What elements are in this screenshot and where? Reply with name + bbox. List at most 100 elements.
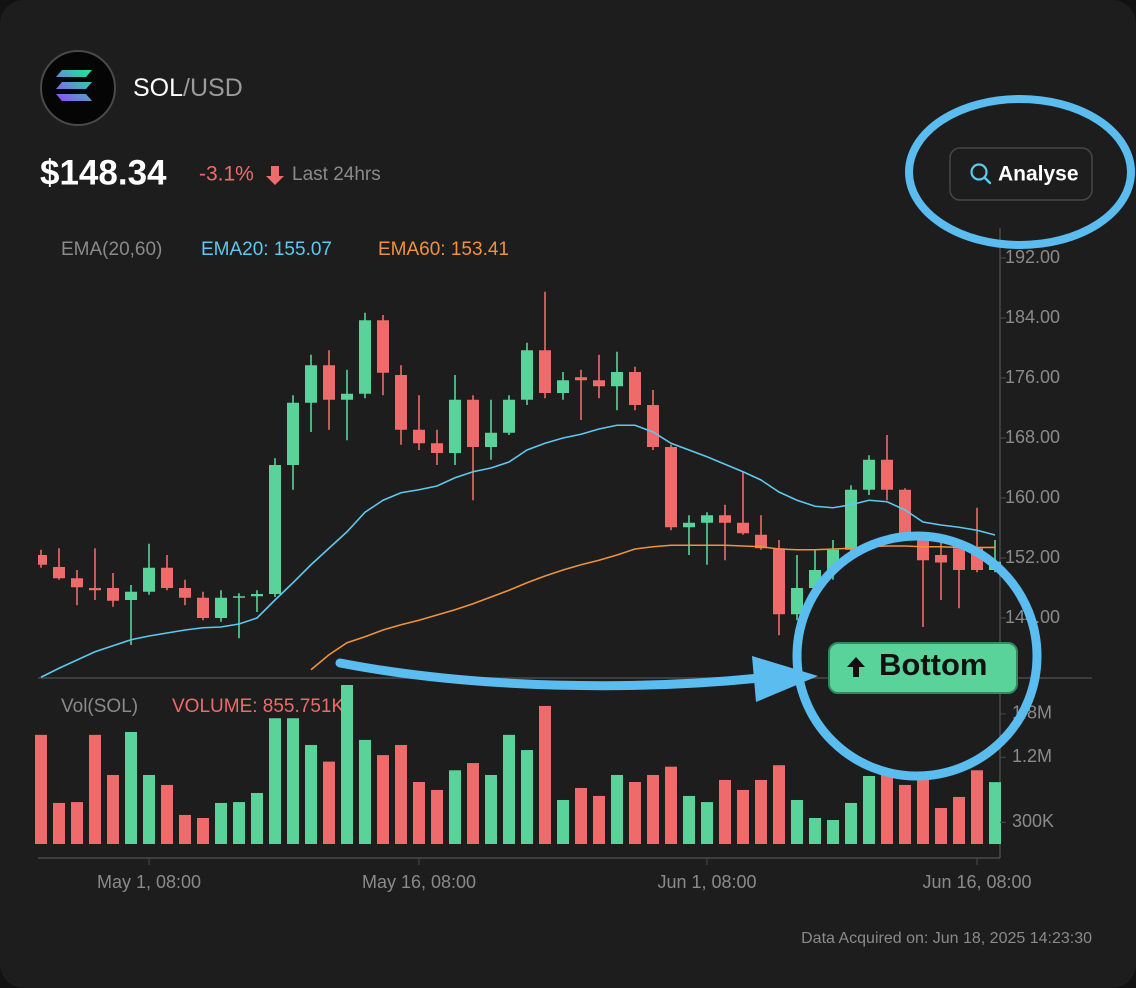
volume-bar xyxy=(323,761,335,844)
y-tick-label: 1.2M xyxy=(1012,746,1052,766)
volume-bar xyxy=(557,799,569,844)
candle-body xyxy=(287,402,299,465)
candle-body xyxy=(611,372,623,387)
volume-bar xyxy=(629,781,641,844)
volume-bar xyxy=(71,802,83,844)
legend-entry: EMA60: 153.41 xyxy=(378,239,509,260)
volume-bar xyxy=(305,744,317,844)
candle-body xyxy=(449,399,461,453)
volume-bar xyxy=(107,774,119,844)
pair: SOL/USD xyxy=(133,74,243,102)
candle-body xyxy=(773,548,785,615)
volume-bar xyxy=(449,770,461,844)
candle-body xyxy=(863,459,875,490)
candle-body xyxy=(557,380,569,393)
volume-bar xyxy=(197,817,209,844)
volume-bar xyxy=(161,784,173,844)
x-tick-label: May 1, 08:00 xyxy=(97,872,201,892)
volume-bar xyxy=(881,770,893,844)
candle-body xyxy=(107,588,119,601)
candle-body xyxy=(539,350,551,393)
volume-bar xyxy=(215,802,227,844)
volume-legend: VOLUME: 855.751K xyxy=(172,696,344,717)
axis-labels: 144.00152.00160.00168.00176.00184.00192.… xyxy=(97,247,1060,892)
x-tick-label: Jun 16, 08:00 xyxy=(922,872,1031,892)
volume-bar xyxy=(377,755,389,844)
volume-bar xyxy=(233,802,245,844)
candle-body xyxy=(359,320,371,394)
candle-body xyxy=(503,399,515,433)
volume-bar xyxy=(683,795,695,844)
volume-bar xyxy=(593,795,605,844)
price-change: -3.1% xyxy=(199,163,254,186)
candle-body xyxy=(683,522,695,528)
footer: Data Acquired on: Jun 18, 2025 14:23:30 xyxy=(801,930,1092,947)
volume-bar xyxy=(845,802,857,844)
highlight-arrowhead xyxy=(752,656,818,702)
volume-bar xyxy=(953,796,965,844)
volume-bar xyxy=(251,792,263,844)
candle-body xyxy=(701,515,713,523)
volume-bar xyxy=(971,770,983,844)
volume-bar xyxy=(899,784,911,844)
pair-base: SOL xyxy=(133,74,183,102)
period: Last 24hrs xyxy=(292,164,381,185)
candle-body xyxy=(755,534,767,549)
volume-title: Vol(SOL) xyxy=(61,696,138,717)
annotation-text: Bottom xyxy=(879,647,987,682)
volume-bar xyxy=(53,802,65,844)
volume-bar xyxy=(863,775,875,844)
legend-entry: EMA20: 155.07 xyxy=(201,239,332,260)
candle-body xyxy=(575,377,587,381)
volume-bar xyxy=(521,750,533,844)
candle-body xyxy=(935,555,947,563)
ema-legend-title: EMA(20,60) xyxy=(61,239,162,260)
volume-bar xyxy=(179,814,191,844)
candle-body xyxy=(521,350,533,400)
candle-body xyxy=(953,548,965,570)
candle-body xyxy=(665,447,677,528)
volume-bar xyxy=(359,739,371,844)
y-tick-label: 152.00 xyxy=(1005,547,1060,567)
candle-body xyxy=(413,429,425,444)
highlight-ring xyxy=(792,531,1042,781)
volume-bar xyxy=(791,799,803,844)
candle-body xyxy=(89,588,101,591)
candle-body xyxy=(647,405,659,447)
highlight-ring xyxy=(905,95,1135,249)
candle-body xyxy=(38,555,47,565)
button-label[interactable]: Analyse xyxy=(998,163,1079,186)
down-arrow-icon xyxy=(266,166,284,185)
ema-line xyxy=(310,544,996,671)
volume-bar xyxy=(539,705,551,844)
volume-bar xyxy=(395,744,407,844)
candle-body xyxy=(395,375,407,430)
candle-body xyxy=(269,465,281,594)
volume-bar xyxy=(89,734,101,844)
candle-body xyxy=(719,515,731,523)
volume-bar xyxy=(143,774,155,844)
volume-bar xyxy=(125,731,137,844)
candle-body xyxy=(485,432,497,447)
candle-body xyxy=(899,489,911,535)
volume-bar xyxy=(485,774,497,844)
candle-body xyxy=(305,365,317,403)
analyse-button[interactable]: Analyse xyxy=(949,147,1093,201)
volume-bar xyxy=(35,734,47,844)
candle-body xyxy=(593,380,605,387)
x-tick-label: May 16, 08:00 xyxy=(362,872,476,892)
candle-body xyxy=(323,365,335,400)
volume-bar xyxy=(431,789,443,844)
volume-bar xyxy=(935,808,947,844)
y-tick-label: 160.00 xyxy=(1005,487,1060,507)
candle-body xyxy=(881,459,893,490)
candle-body xyxy=(53,567,65,579)
candle-body xyxy=(467,399,479,447)
logo xyxy=(40,50,116,126)
candle-body xyxy=(341,393,353,400)
candle-body xyxy=(791,588,803,615)
candle-body xyxy=(377,320,389,373)
volume-bar xyxy=(611,774,623,844)
